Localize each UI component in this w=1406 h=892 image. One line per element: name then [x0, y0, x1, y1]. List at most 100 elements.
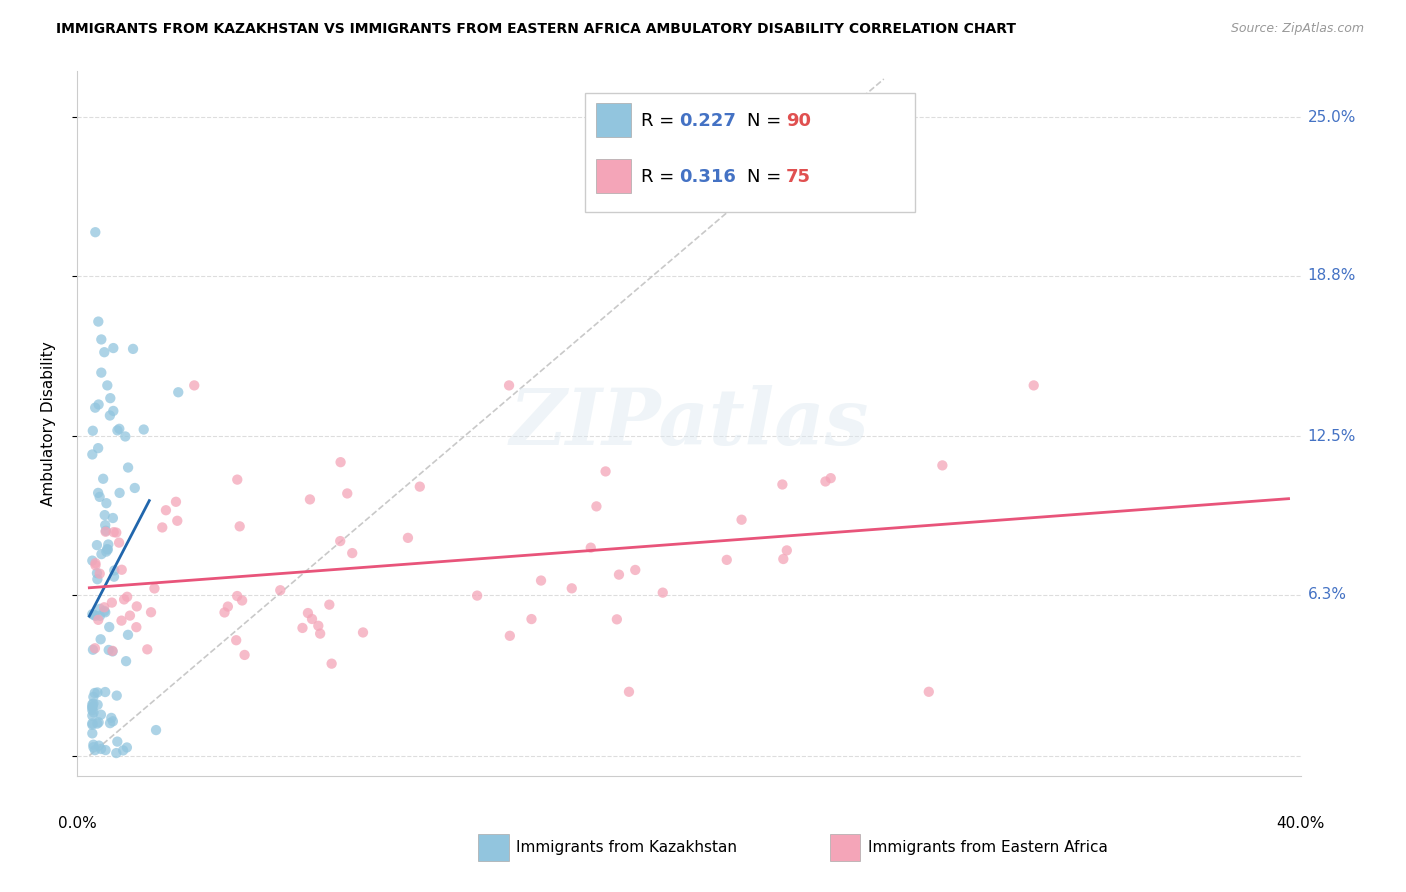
Point [87, 315, 110, 329]
Point [772, 552, 794, 566]
Point [585, 500, 607, 514]
Point [145, 723, 167, 737]
Point [103, 341, 125, 355]
Point [624, 563, 647, 577]
Point [89, 602, 111, 616]
Point [103, 569, 125, 583]
Point [225, 633, 247, 648]
Point [93, 604, 115, 618]
Point [84, 608, 107, 623]
Point [918, 685, 941, 699]
Point [465, 589, 488, 603]
Point [94, 605, 117, 619]
Point [617, 685, 640, 699]
Point [96, 544, 118, 558]
Point [579, 541, 602, 555]
Point [607, 567, 630, 582]
Point [98, 391, 121, 405]
Point [82, 447, 104, 461]
Point [342, 546, 364, 560]
Point [111, 563, 134, 577]
Point [87, 715, 110, 730]
Point [125, 599, 148, 614]
Point [82, 708, 104, 723]
Point [84, 641, 107, 656]
Point [87, 486, 110, 500]
Point [820, 471, 842, 485]
Point [108, 486, 131, 500]
Point [118, 608, 141, 623]
Point [233, 648, 256, 662]
Point [498, 378, 520, 392]
Point [770, 477, 793, 491]
Point [90, 742, 112, 756]
Point [93, 508, 115, 522]
Point [226, 589, 249, 603]
Text: Immigrants from Kazakhstan: Immigrants from Kazakhstan [516, 840, 737, 855]
Text: ZIPatlas: ZIPatlas [509, 385, 869, 462]
Point [499, 629, 522, 643]
Point [214, 606, 236, 620]
Point [309, 626, 332, 640]
Point [321, 657, 343, 671]
Point [139, 605, 162, 619]
Point [98, 716, 121, 731]
Point [94, 524, 117, 539]
Text: 25.0%: 25.0% [1308, 110, 1355, 125]
Text: 18.8%: 18.8% [1308, 268, 1355, 283]
Point [117, 628, 139, 642]
Text: N =: N = [747, 112, 786, 129]
Point [86, 716, 108, 731]
Point [132, 423, 155, 437]
Point [96, 542, 118, 557]
Point [93, 600, 115, 615]
Text: 0.0%: 0.0% [58, 816, 97, 831]
Point [86, 685, 108, 699]
Point [814, 475, 837, 489]
Point [298, 492, 321, 507]
Point [107, 423, 129, 437]
Point [122, 342, 145, 356]
Point [231, 593, 253, 607]
Point [84, 401, 107, 415]
Point [82, 698, 104, 712]
Point [82, 700, 104, 714]
Point [87, 441, 110, 455]
Point [82, 607, 104, 622]
Point [301, 612, 323, 626]
Point [115, 740, 138, 755]
Point [228, 519, 250, 533]
Point [183, 378, 205, 392]
Point [82, 424, 104, 438]
Point [98, 620, 121, 634]
Point [83, 607, 105, 622]
Point [87, 739, 110, 753]
Point [108, 535, 131, 549]
Point [83, 686, 105, 700]
Point [297, 606, 319, 620]
Point [307, 619, 329, 633]
Point [561, 582, 583, 596]
Point [82, 703, 104, 717]
Point [329, 534, 352, 549]
Point [101, 714, 124, 729]
Point [90, 333, 112, 347]
Point [291, 621, 314, 635]
Point [83, 706, 105, 720]
Point [90, 547, 112, 561]
Point [89, 490, 111, 504]
Point [1022, 378, 1045, 392]
Point [101, 644, 124, 658]
Point [82, 718, 104, 732]
Point [94, 524, 117, 538]
Point [82, 740, 104, 755]
Point [352, 625, 374, 640]
Text: 12.5%: 12.5% [1308, 429, 1355, 444]
Point [105, 746, 128, 760]
Point [94, 518, 117, 533]
Point [112, 592, 135, 607]
Point [84, 556, 107, 570]
Point [96, 378, 118, 392]
Point [105, 689, 128, 703]
Point [115, 654, 138, 668]
